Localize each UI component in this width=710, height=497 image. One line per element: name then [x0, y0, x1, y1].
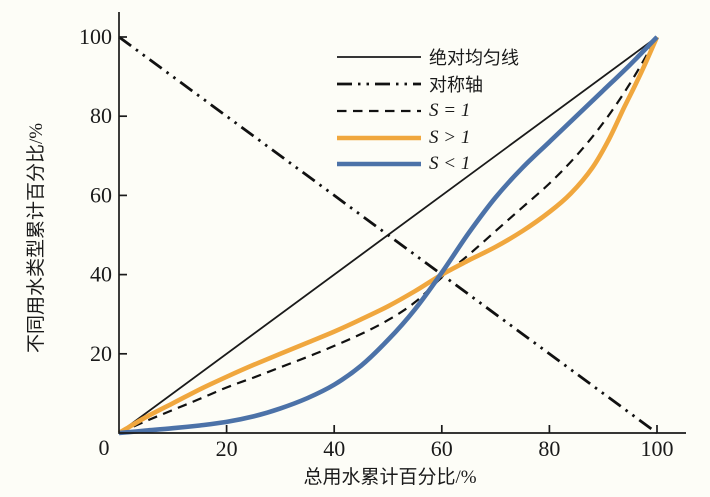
y-tick-label: 20 [90, 341, 112, 366]
x-tick-label: 40 [323, 436, 345, 461]
y-tick-label: 40 [90, 262, 112, 287]
axis-layer [118, 12, 686, 434]
curves-layer [117, 35, 660, 436]
series-line-1 [118, 35, 658, 435]
origin-tick-label: 0 [99, 435, 110, 460]
y-tick-label: 100 [79, 24, 112, 49]
legend-label: S = 1 [429, 99, 471, 121]
series-line-3 [117, 36, 660, 435]
x-axis-title: 总用水累计百分比/% [303, 466, 476, 488]
x-tick-label: 80 [538, 436, 560, 461]
legend-item-equality-line: 绝对均匀线 [336, 44, 519, 71]
x-tick-label: 60 [431, 436, 453, 461]
axes-spines [118, 12, 686, 434]
y-tick-label: 60 [90, 182, 112, 207]
legend-item-s-less-1: S < 1 [336, 151, 519, 178]
legend-label: S < 1 [429, 153, 471, 175]
x-tick-label: 100 [641, 436, 674, 461]
legend-item-s-greater-1: S > 1 [336, 124, 519, 151]
legend-label: 绝对均匀线 [429, 48, 519, 69]
legend-item-symmetry-axis: 对称轴 [336, 71, 519, 98]
symmetry-axis-swatch-icon [337, 82, 421, 86]
equality-line-swatch-icon [337, 56, 421, 59]
s-less-1-swatch-icon [337, 162, 421, 167]
legend-item-s-equal-1: S = 1 [336, 98, 519, 125]
s-greater-1-swatch-icon [337, 135, 421, 140]
s-equal-1-swatch-icon [337, 109, 421, 112]
y-axis-title: 不同用水类型累计百分比/% [25, 123, 47, 353]
legend: 绝对均匀线 对称轴 S = 1 S > 1 S < 1 [336, 44, 519, 178]
y-tick-label: 80 [90, 103, 112, 128]
legend-label: 对称轴 [429, 75, 483, 96]
x-tick-label: 20 [216, 436, 238, 461]
legend-label: S > 1 [429, 126, 471, 148]
tick-label-layer: 20 40 60 80 100 20 40 60 80 100 0 [79, 24, 674, 461]
series-line-2 [118, 36, 658, 435]
series-line-4 [118, 35, 659, 436]
